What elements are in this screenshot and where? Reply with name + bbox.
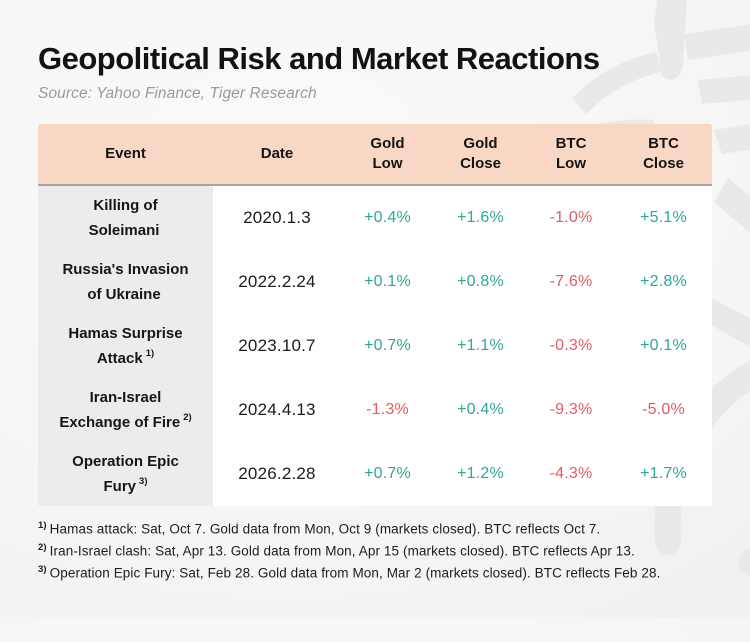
market-reactions-table: Event Date Gold Low Gold Close BTC Low BTC C… <box>38 124 712 507</box>
column-header-event: Event <box>38 124 213 187</box>
btc-low-cell: -7.6% <box>527 250 615 315</box>
gold-low-cell: +0.7% <box>341 314 434 379</box>
gold-low-cell: +0.1% <box>341 250 434 315</box>
event-cell: Operation Epic Fury 3) <box>38 442 213 507</box>
column-header-btc-low: BTC Low <box>527 124 615 187</box>
event-cell: Hamas Surprise Attack 1) <box>38 314 213 379</box>
btc-close-cell: -5.0% <box>615 378 712 443</box>
column-header-btc-close: BTC Close <box>615 124 712 187</box>
btc-close-cell: +2.8% <box>615 250 712 315</box>
btc-low-cell: -0.3% <box>527 314 615 379</box>
btc-low-cell: -1.0% <box>527 186 615 251</box>
footnote-line: 1) Hamas attack: Sat, Oct 7. Gold data fr… <box>38 520 601 537</box>
column-header-date: Date <box>213 124 341 187</box>
btc-low-cell: -4.3% <box>527 442 615 507</box>
footnote-line: 3) Operation Epic Fury: Sat, Feb 28. Gold… <box>38 564 661 581</box>
gold-close-cell: +1.2% <box>434 442 527 507</box>
footnote-line: 2) Iran-Israel clash: Sat, Apr 13. Gold d… <box>38 542 635 559</box>
footnote-marker: 1) <box>145 348 155 360</box>
gold-close-cell: +0.8% <box>434 250 527 315</box>
date-cell: 2026.2.28 <box>213 442 341 507</box>
column-header-gold-close: Gold Close <box>434 124 527 187</box>
gold-low-cell: +0.4% <box>341 186 434 251</box>
date-cell: 2020.1.3 <box>213 186 341 251</box>
btc-close-cell: +5.1% <box>615 186 712 251</box>
date-cell: 2023.10.7 <box>213 314 341 379</box>
footnote-marker: 2) <box>38 542 47 554</box>
event-cell: Russia's Invasion of Ukraine <box>38 250 213 315</box>
source-caption: Source: Yahoo Finance, Tiger Research <box>38 85 317 103</box>
gold-close-cell: +1.6% <box>434 186 527 251</box>
gold-low-cell: -1.3% <box>341 378 434 443</box>
column-header-gold-low: Gold Low <box>341 124 434 187</box>
gold-low-cell: +0.7% <box>341 442 434 507</box>
date-cell: 2022.2.24 <box>213 250 341 315</box>
gold-close-cell: +0.4% <box>434 378 527 443</box>
footnote-marker: 3) <box>38 564 47 576</box>
gold-close-cell: +1.1% <box>434 314 527 379</box>
event-cell: Iran-Israel Exchange of Fire 2) <box>38 378 213 443</box>
infographic-card: Geopolitical Risk and Market Reactions S… <box>38 0 712 583</box>
btc-low-cell: -9.3% <box>527 378 615 443</box>
btc-close-cell: +0.1% <box>615 314 712 379</box>
footnote-marker: 3) <box>139 476 148 488</box>
page-title: Geopolitical Risk and Market Reactions <box>38 41 600 76</box>
btc-close-cell: +1.7% <box>615 442 712 507</box>
date-cell: 2024.4.13 <box>213 378 341 443</box>
footnote-marker: 2) <box>183 412 192 424</box>
footnotes: 1) Hamas attack: Sat, Oct 7. Gold data fr… <box>38 517 712 583</box>
footnote-marker: 1) <box>38 520 47 532</box>
event-cell: Killing of Soleimani <box>38 186 213 251</box>
